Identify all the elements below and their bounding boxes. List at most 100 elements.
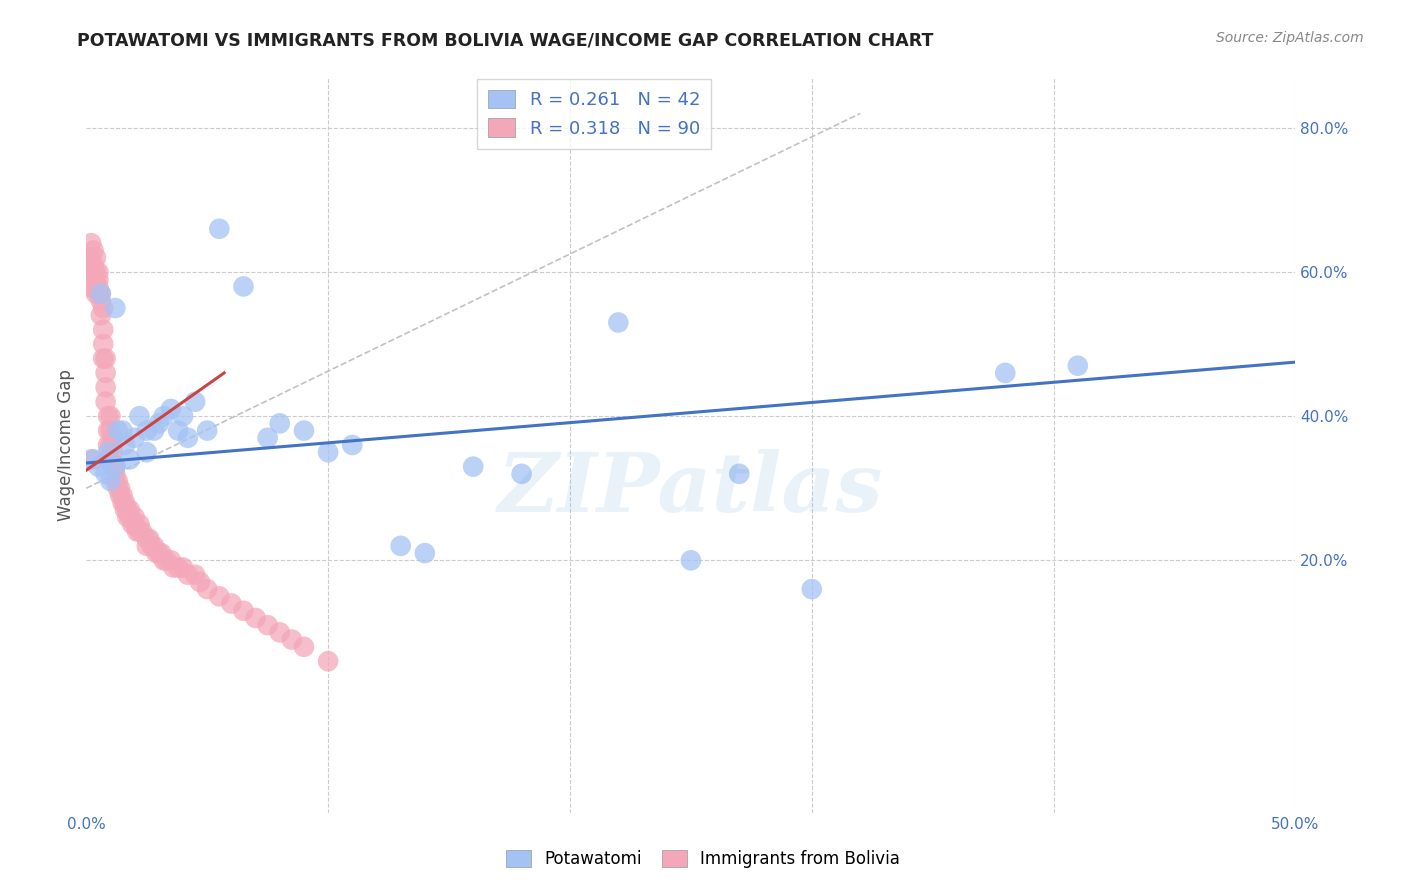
Point [111, 488, 134, 502]
Point [510, 467, 533, 481]
Point [292, 640, 315, 654]
Point [148, 546, 170, 560]
Point [77, 279, 100, 293]
Point [389, 539, 412, 553]
Point [101, 431, 124, 445]
Point [117, 510, 139, 524]
Point [1067, 359, 1090, 373]
Text: POTAWATOMI VS IMMIGRANTS FROM BOLIVIA WAGE/INCOME GAP CORRELATION CHART: POTAWATOMI VS IMMIGRANTS FROM BOLIVIA WA… [77, 31, 934, 49]
Point [160, 401, 183, 416]
Point [138, 532, 160, 546]
Point [91, 337, 114, 351]
Point [87, 286, 110, 301]
Point [256, 431, 278, 445]
Point [118, 503, 141, 517]
Point [118, 452, 141, 467]
Point [188, 574, 211, 589]
Point [232, 279, 254, 293]
Point [281, 632, 304, 647]
Text: Source: ZipAtlas.com: Source: ZipAtlas.com [1216, 31, 1364, 45]
Point [104, 301, 127, 315]
Point [111, 496, 134, 510]
Point [413, 546, 436, 560]
Point [77, 258, 100, 272]
Point [152, 409, 174, 424]
Point [131, 524, 153, 539]
Point [80, 251, 103, 265]
Text: ZIPatlas: ZIPatlas [498, 449, 883, 529]
Point [83, 279, 105, 293]
Legend: R = 0.261   N = 42, R = 0.318   N = 90: R = 0.261 N = 42, R = 0.318 N = 90 [477, 79, 711, 148]
Point [155, 553, 177, 567]
Point [83, 244, 105, 258]
Point [97, 409, 120, 424]
Point [342, 438, 364, 452]
Point [84, 251, 107, 265]
Point [135, 424, 157, 438]
Point [135, 539, 157, 553]
Point [167, 560, 190, 574]
Point [150, 546, 173, 560]
Point [195, 582, 218, 596]
Legend: Potawatomi, Immigrants from Bolivia: Potawatomi, Immigrants from Bolivia [499, 843, 907, 875]
Point [91, 351, 114, 366]
Point [256, 618, 278, 632]
Point [83, 452, 105, 467]
Point [87, 265, 110, 279]
Point [83, 265, 105, 279]
Point [107, 424, 129, 438]
Point [91, 323, 114, 337]
Point [94, 366, 117, 380]
Point [679, 553, 702, 567]
Point [124, 431, 146, 445]
Point [91, 301, 114, 315]
Point [97, 438, 120, 452]
Point [77, 251, 100, 265]
Point [90, 286, 112, 301]
Point [145, 546, 167, 560]
Point [232, 604, 254, 618]
Point [97, 445, 120, 459]
Point [90, 308, 112, 322]
Point [172, 409, 194, 424]
Point [124, 510, 146, 524]
Point [94, 351, 117, 366]
Point [141, 539, 163, 553]
Point [167, 424, 190, 438]
Point [87, 272, 110, 286]
Point [90, 286, 112, 301]
Point [162, 560, 184, 574]
Point [104, 474, 127, 488]
Point [128, 524, 150, 539]
Point [208, 221, 231, 235]
Point [80, 265, 103, 279]
Point [160, 553, 183, 567]
Point [184, 567, 207, 582]
Point [84, 265, 107, 279]
Point [97, 424, 120, 438]
Point [80, 452, 103, 467]
Point [84, 272, 107, 286]
Point [316, 445, 339, 459]
Point [84, 286, 107, 301]
Point [221, 597, 243, 611]
Point [83, 258, 105, 272]
Point [80, 236, 103, 251]
Point [607, 316, 630, 330]
Point [143, 424, 166, 438]
Point [208, 590, 231, 604]
Point [177, 567, 200, 582]
Point [108, 488, 131, 502]
Point [94, 467, 117, 481]
Point [94, 394, 117, 409]
Point [148, 417, 170, 431]
Point [100, 452, 122, 467]
Point [108, 481, 131, 495]
Point [195, 424, 218, 438]
Point [104, 467, 127, 481]
Point [316, 654, 339, 668]
Point [100, 409, 122, 424]
Point [184, 394, 207, 409]
Point [87, 459, 110, 474]
Point [97, 452, 120, 467]
